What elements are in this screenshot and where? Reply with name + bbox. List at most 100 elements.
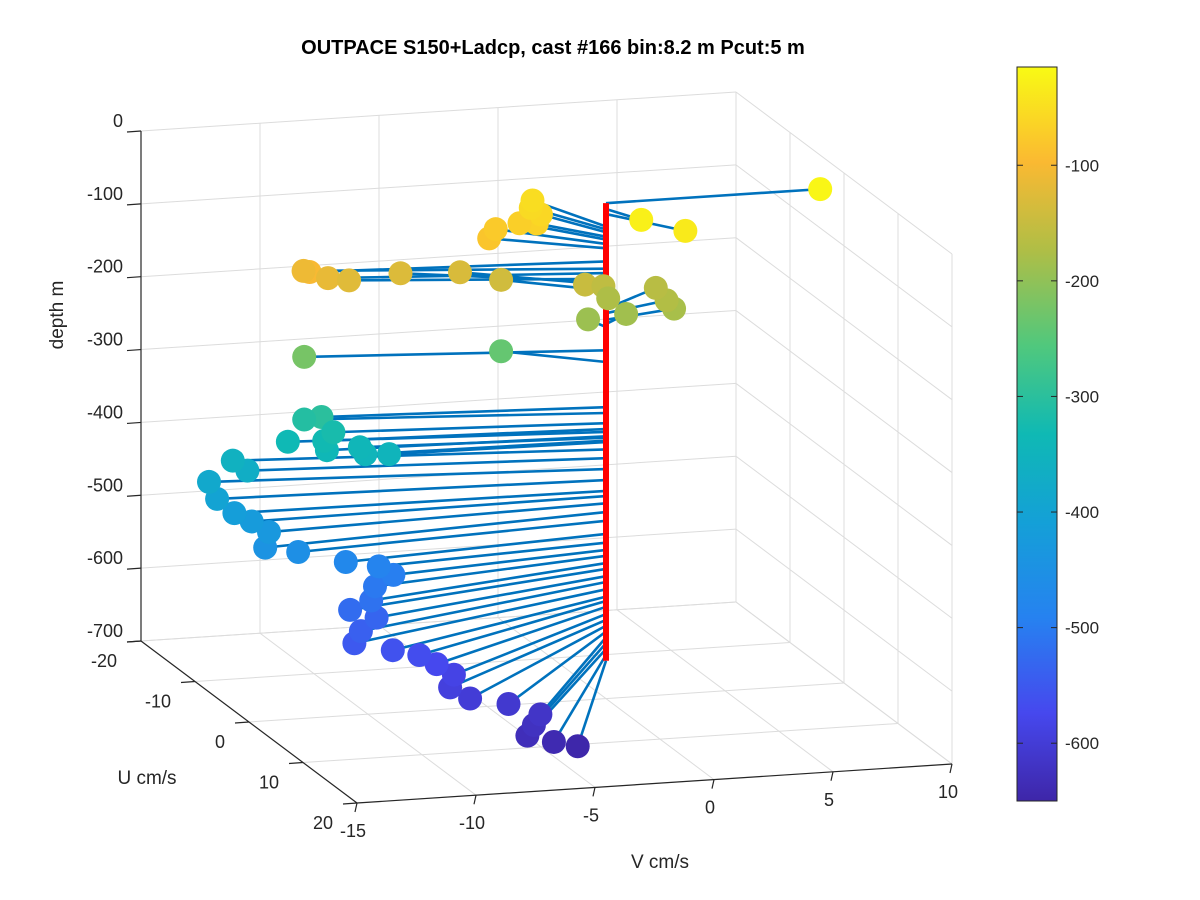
colorbar-tick-label: -200: [1065, 272, 1099, 291]
stick-line: [389, 440, 607, 456]
z-axis-label: depth m: [47, 281, 68, 350]
grid-line: [248, 682, 845, 723]
data-point: [366, 554, 391, 579]
data-point: [458, 686, 483, 711]
chart-title: OUTPACE S150+Ladcp, cast #166 bin:8.2 m …: [301, 37, 805, 59]
x-tick-label: -10: [459, 813, 485, 833]
stick-line: [489, 237, 607, 250]
grid-line: [735, 455, 953, 619]
stick-line: [360, 580, 607, 633]
stick-line: [304, 411, 607, 421]
stick-line: [349, 567, 607, 612]
grid-line: [140, 382, 737, 423]
stick-line: [268, 502, 607, 534]
data-point: [565, 734, 590, 759]
x-tick: [354, 802, 358, 813]
x-axis-label: V cm/s: [631, 852, 689, 873]
stick-line: [247, 456, 607, 472]
colorbar-gradient: [1016, 66, 1058, 802]
stick-line: [436, 605, 607, 666]
data-point: [275, 429, 300, 454]
x-tick: [473, 795, 477, 805]
stick-line: [605, 187, 821, 205]
stick-line: [345, 532, 607, 564]
stick-line: [418, 599, 607, 657]
data-point: [337, 268, 362, 293]
y-tick-label: 10: [259, 773, 279, 793]
grid-line: [735, 310, 953, 473]
data-point: [441, 662, 466, 687]
data-point: [316, 266, 340, 291]
data-point: [614, 301, 639, 326]
data-point: [292, 344, 317, 369]
stick-line: [393, 548, 607, 577]
stick-line: [333, 421, 607, 434]
data-point: [292, 407, 317, 432]
x-tick: [711, 779, 715, 789]
data-point: [363, 574, 387, 599]
data-point: [388, 261, 413, 286]
grid-line: [735, 91, 953, 255]
stick-line: [576, 660, 608, 747]
data-point: [489, 339, 514, 364]
x-tick-label: 0: [705, 798, 715, 818]
data-point: [541, 729, 566, 754]
data-point: [528, 702, 553, 727]
y-axis-label: U cm/s: [117, 768, 176, 789]
data-point: [286, 540, 311, 565]
stick-line: [359, 436, 607, 449]
data-point: [573, 272, 598, 297]
z-tick: [126, 640, 142, 643]
z-tick-label: -400: [87, 402, 123, 422]
tick-label-layer: -15 -10 -5 0 5 10-20-10010200-100-200-300-400…: [87, 111, 958, 841]
grid-line: [735, 528, 953, 692]
x-axis-line: [356, 763, 953, 804]
data-point: [576, 307, 601, 332]
data-point: [377, 442, 402, 467]
z-tick: [126, 276, 142, 279]
z-tick: [126, 130, 142, 133]
grid-line: [140, 528, 737, 569]
stick-line: [376, 574, 607, 619]
stick-line: [217, 478, 607, 501]
grid-line: [735, 237, 953, 401]
z-tick: [126, 421, 142, 425]
data-point: [407, 643, 432, 668]
stick-line: [251, 494, 607, 523]
data-point: [348, 619, 373, 644]
data-point: [643, 275, 668, 300]
y-tick-label: -10: [145, 692, 171, 712]
stick-line: [552, 654, 608, 743]
stick-line: [378, 541, 607, 568]
data-point: [483, 217, 508, 242]
stick-line: [539, 636, 607, 716]
data-point: [489, 267, 514, 292]
grid-line: [140, 164, 737, 205]
x-tick-label: 5: [824, 790, 834, 810]
grid-line: [140, 310, 737, 351]
stick-line: [208, 467, 607, 484]
data-point: [496, 692, 521, 717]
data-point: [520, 188, 545, 213]
stick-line: [321, 405, 607, 419]
stick-line: [453, 612, 607, 676]
colorbar-tick-label: -100: [1065, 156, 1099, 175]
grid-line: [140, 237, 737, 278]
stick-line: [392, 595, 607, 652]
stick-line: [234, 489, 607, 515]
z-tick: [126, 494, 142, 497]
colorbar: -100 -200 -300 -400 -500 -600: [1016, 66, 1099, 802]
data-point: [629, 207, 654, 232]
data-point: [291, 258, 316, 283]
x-tick-label: -15: [340, 821, 366, 841]
colorbar-ticks: -100 -200 -300 -400 -500 -600: [1017, 156, 1099, 753]
z-tick-label: 0: [113, 111, 123, 131]
grid-line: [140, 601, 737, 642]
z-tick: [126, 567, 142, 570]
z-tick-label: -200: [87, 257, 123, 277]
data-point: [808, 177, 833, 202]
y-tick-label: 20: [313, 813, 333, 833]
z-tick: [126, 348, 142, 352]
x-tick-label: -5: [583, 805, 599, 825]
